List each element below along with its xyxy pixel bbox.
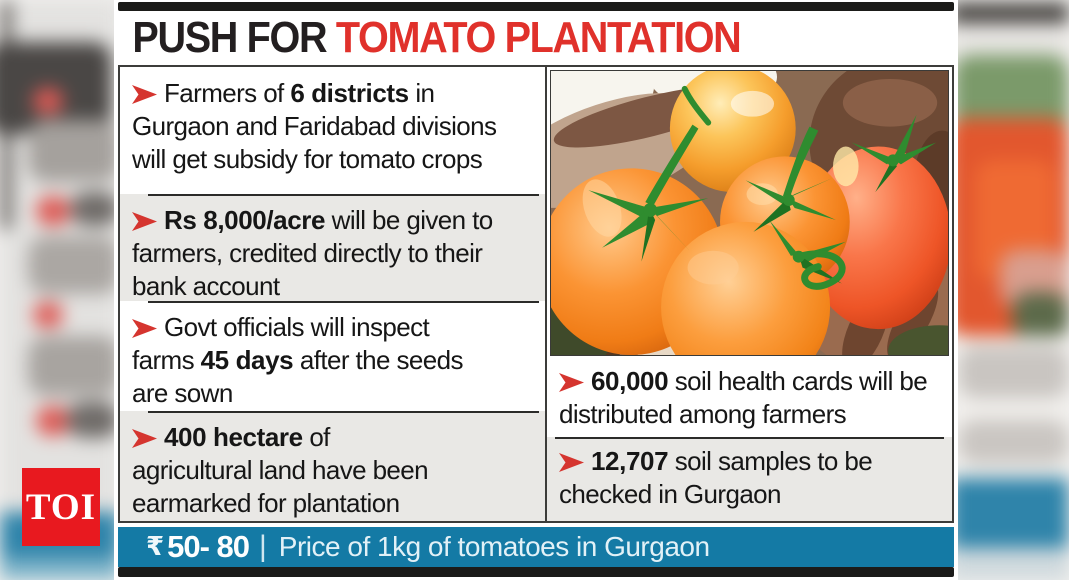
infographic-panel: PUSH FOR TOMATO PLANTATION Farmers of 6 … — [114, 0, 958, 580]
headline-black-part: PUSH FOR — [132, 13, 336, 62]
bullet-arrow-icon — [559, 373, 584, 392]
content-box: Farmers of 6 districts in Gurgaon and Fa… — [118, 65, 954, 523]
price-range: 50- 80 — [167, 529, 250, 564]
bullet-bold: 45 days — [200, 345, 294, 375]
headline: PUSH FOR TOMATO PLANTATION — [118, 11, 954, 65]
toi-logo: TOI — [22, 468, 100, 546]
bullet-bold: 12,707 — [591, 446, 669, 476]
bullet-arrow-icon — [559, 453, 584, 472]
bullet-districts: Farmers of 6 districts in Gurgaon and Fa… — [120, 67, 545, 194]
bullet-text: in Gurgaon and Faridabad divisions will … — [132, 78, 497, 174]
rupee-icon: ₹ — [146, 532, 165, 562]
top-black-bar — [118, 2, 954, 11]
bullet-subsidy: Rs 8,000/acre will be given to farmers, … — [120, 194, 545, 301]
bullet-land: 400 hectare of agricultural land have be… — [120, 411, 545, 521]
bullet-text: soil samples to be checked in Gurgaon — [559, 446, 873, 509]
price-caption: Price of 1kg of tomatoes in Gurgaon — [278, 531, 710, 562]
bullet-bold: 60,000 — [591, 366, 669, 396]
tomato-photo-frame — [550, 70, 949, 356]
bullet-text: will be given to farmers, credited direc… — [132, 205, 493, 301]
bullet-inspection: Govt officials will inspect farms 45 day… — [120, 301, 545, 411]
bullet-text: Govt officials will inspect farms — [132, 312, 430, 375]
right-column: 60,000 soil health cards will be distrib… — [545, 67, 952, 521]
headline-red-part: TOMATO PLANTATION — [335, 13, 742, 62]
bullet-text: Farmers of — [164, 78, 291, 108]
bullet-bold: Rs 8,000/acre — [164, 205, 326, 235]
bullet-arrow-icon — [132, 319, 157, 338]
toi-logo-text: TOI — [25, 486, 97, 528]
bullet-text: after the seeds are sown — [132, 345, 463, 408]
bullet-text: of agricultural land have been earmarked… — [132, 422, 429, 518]
bullet-text: soil health cards will be distributed am… — [559, 366, 928, 429]
left-column: Farmers of 6 districts in Gurgaon and Fa… — [120, 67, 545, 521]
tomato-photo — [547, 67, 952, 359]
bullet-arrow-icon — [132, 429, 157, 448]
bullet-arrow-icon — [132, 212, 157, 231]
price-separator: | — [259, 530, 267, 563]
price-bar: ₹ 50- 80 | Price of 1kg of tomatoes in G… — [118, 527, 954, 567]
bullet-arrow-icon — [132, 85, 157, 104]
bullet-bold: 6 districts — [290, 78, 409, 108]
bullet-soil-samples: 12,707 soil samples to be checked in Gur… — [547, 437, 952, 521]
hands-holding-tomatoes-illustration — [551, 71, 948, 355]
bottom-black-bar — [118, 567, 954, 577]
bullet-bold: 400 hectare — [164, 422, 303, 452]
bullet-soil-cards: 60,000 soil health cards will be distrib… — [547, 359, 952, 437]
